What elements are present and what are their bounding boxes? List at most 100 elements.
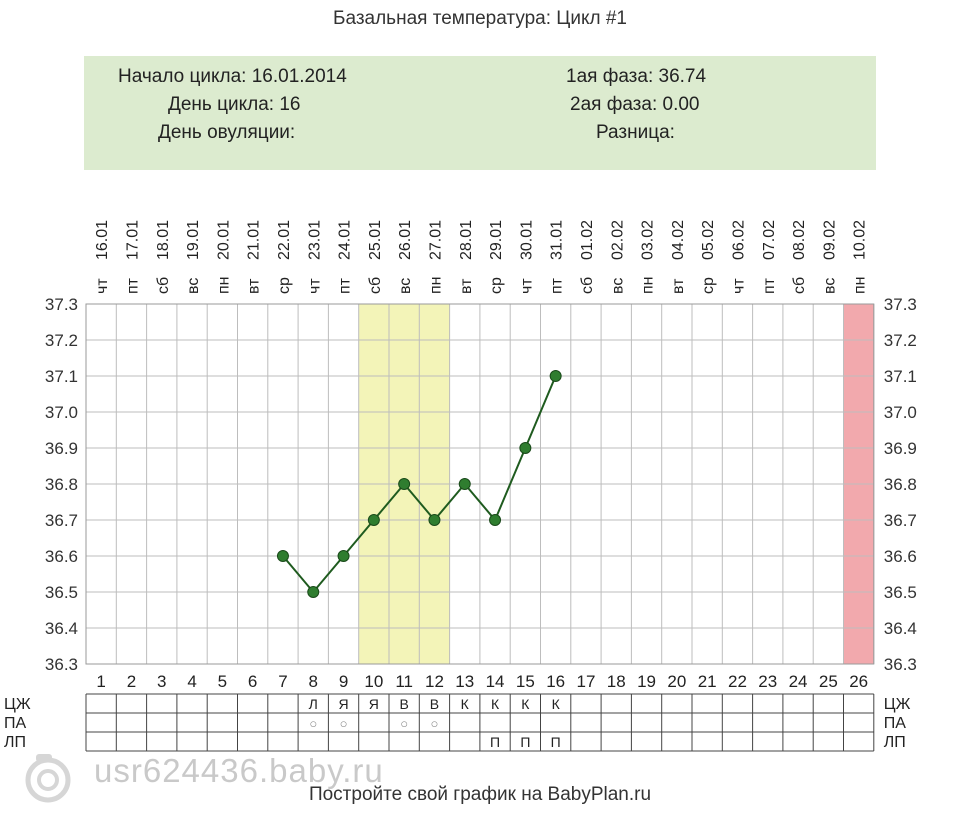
weekday-label: сб <box>791 277 808 294</box>
table-cell: ○ <box>400 716 408 731</box>
temperature-point <box>276 550 289 562</box>
y-tick-label-left: 36.9 <box>45 439 78 458</box>
day-number-label: 20 <box>667 672 686 691</box>
temperature-point <box>428 514 441 526</box>
day-number-label: 21 <box>698 672 717 691</box>
cycle-day: День цикла: 16 <box>168 94 301 115</box>
y-tick-label-left: 36.8 <box>45 475 78 494</box>
weekday-label: сб <box>579 277 596 294</box>
date-label: 17.01 <box>124 220 141 260</box>
chart-title: Базальная температура: Цикл #1 <box>333 8 627 29</box>
day-number-label: 11 <box>395 672 413 691</box>
y-axis-labels: 37.3 37.3 37.2 37.2 37.1 37.1 37.0 37.0 36.9 36.9… <box>45 295 917 674</box>
weekday-label: сб <box>367 277 384 294</box>
temperature-point <box>519 442 532 454</box>
day-number-label: 6 <box>248 672 257 691</box>
table-cell: Л <box>309 696 318 712</box>
weekday-label: ср <box>276 277 293 294</box>
table-cell: К <box>552 696 561 712</box>
date-label: 20.01 <box>215 220 232 260</box>
day-number-label: 5 <box>218 672 227 691</box>
table-cell: В <box>430 696 439 712</box>
y-tick-label-right: 36.9 <box>884 439 917 458</box>
phase2-average: 2ая фаза: 0.00 <box>570 94 700 115</box>
day-number-label: 24 <box>789 672 808 691</box>
date-label: 29.01 <box>488 220 505 260</box>
weekday-label: пн <box>427 277 444 295</box>
y-tick-label-right: 37.1 <box>884 367 917 386</box>
weekday-label: пн <box>640 277 657 295</box>
y-tick-label-right: 36.6 <box>884 547 917 566</box>
table-cell: Я <box>369 696 379 712</box>
date-label: 08.02 <box>791 220 808 260</box>
temperature-point <box>398 478 411 490</box>
day-number-label: 7 <box>278 672 287 691</box>
y-tick-label-left: 36.7 <box>45 511 78 530</box>
date-label: 10.02 <box>852 220 869 260</box>
table-cell: ○ <box>309 716 317 731</box>
weekday-label: чт <box>306 278 323 294</box>
footer-link[interactable]: Постройте свой график на BabyPlan.ru <box>308 784 652 805</box>
day-number-label: 26 <box>849 672 868 691</box>
phase1-average: 1ая фаза: 36.74 <box>566 66 707 87</box>
temperature-point <box>489 514 502 526</box>
day-number-label: 8 <box>309 672 318 691</box>
row-label-left: ЦЖ <box>4 696 31 713</box>
weekday-label: пн <box>215 277 232 295</box>
y-tick-label-right: 37.0 <box>884 403 917 422</box>
row-label-left: ЛП <box>4 734 26 751</box>
y-tick-label-right: 37.3 <box>884 295 917 314</box>
watermark-text: usr624436.baby.ru <box>94 752 384 789</box>
weekday-label: пт <box>337 277 354 294</box>
date-label: 02.02 <box>609 220 626 260</box>
weekday-label: вс <box>185 278 202 294</box>
temperature-point <box>458 478 471 490</box>
weekday-label: чт <box>518 278 535 294</box>
temperature-series <box>276 370 562 598</box>
day-number-label: 17 <box>576 672 595 691</box>
day-number-label: 25 <box>819 672 838 691</box>
date-label: 18.01 <box>155 220 172 260</box>
symptom-table: ЦЖ ЦЖ Л Я Я В В К К К К ПА ПА ○ ○ ○ ○ ЛП ЛП П П П <box>4 693 911 752</box>
weekday-label: вс <box>609 278 626 294</box>
table-cell: К <box>491 696 500 712</box>
y-tick-label-left: 37.1 <box>45 367 78 386</box>
date-label: 25.01 <box>367 220 384 260</box>
row-label-right: ПА <box>884 715 907 732</box>
y-tick-label-left: 36.5 <box>45 583 78 602</box>
weekday-label: вт <box>246 278 263 294</box>
y-tick-label-left: 36.6 <box>45 547 78 566</box>
table-cell: П <box>520 734 530 750</box>
table-cell: К <box>521 696 530 712</box>
weekday-label: вс <box>821 278 838 294</box>
table-cell: К <box>461 696 470 712</box>
y-tick-label-right: 36.7 <box>884 511 917 530</box>
day-number-label: 15 <box>516 672 535 691</box>
day-number-label: 18 <box>607 672 626 691</box>
weekday-label: ср <box>488 277 505 294</box>
temperature-point <box>337 550 350 562</box>
camera-icon <box>25 754 71 803</box>
date-label: 27.01 <box>427 220 444 260</box>
chart-grid <box>85 303 875 665</box>
y-tick-label-right: 36.4 <box>884 619 917 638</box>
y-tick-label-right: 36.5 <box>884 583 917 602</box>
day-number-label: 9 <box>339 672 348 691</box>
temperature-line <box>282 375 557 594</box>
day-number-label: 14 <box>486 672 505 691</box>
date-label: 01.02 <box>579 220 596 260</box>
date-label: 19.01 <box>185 220 202 260</box>
cycle-start: Начало цикла: 16.01.2014 <box>118 66 347 87</box>
date-label: 21.01 <box>246 220 263 260</box>
day-number-label: 22 <box>728 672 747 691</box>
weekday-label: вт <box>458 278 475 294</box>
y-tick-label-left: 37.2 <box>45 331 78 350</box>
date-label: 31.01 <box>549 220 566 260</box>
x-axis-labels: 16.01 чт 1 17.01 пт 2 18.01 сб 3 19.01 вс 4 20.01 пн 5… <box>94 220 869 691</box>
weekday-label: сб <box>155 277 172 294</box>
date-label: 30.01 <box>518 220 535 260</box>
temperature-point <box>367 514 380 526</box>
temperature-point <box>549 370 562 382</box>
table-cell: П <box>490 734 500 750</box>
